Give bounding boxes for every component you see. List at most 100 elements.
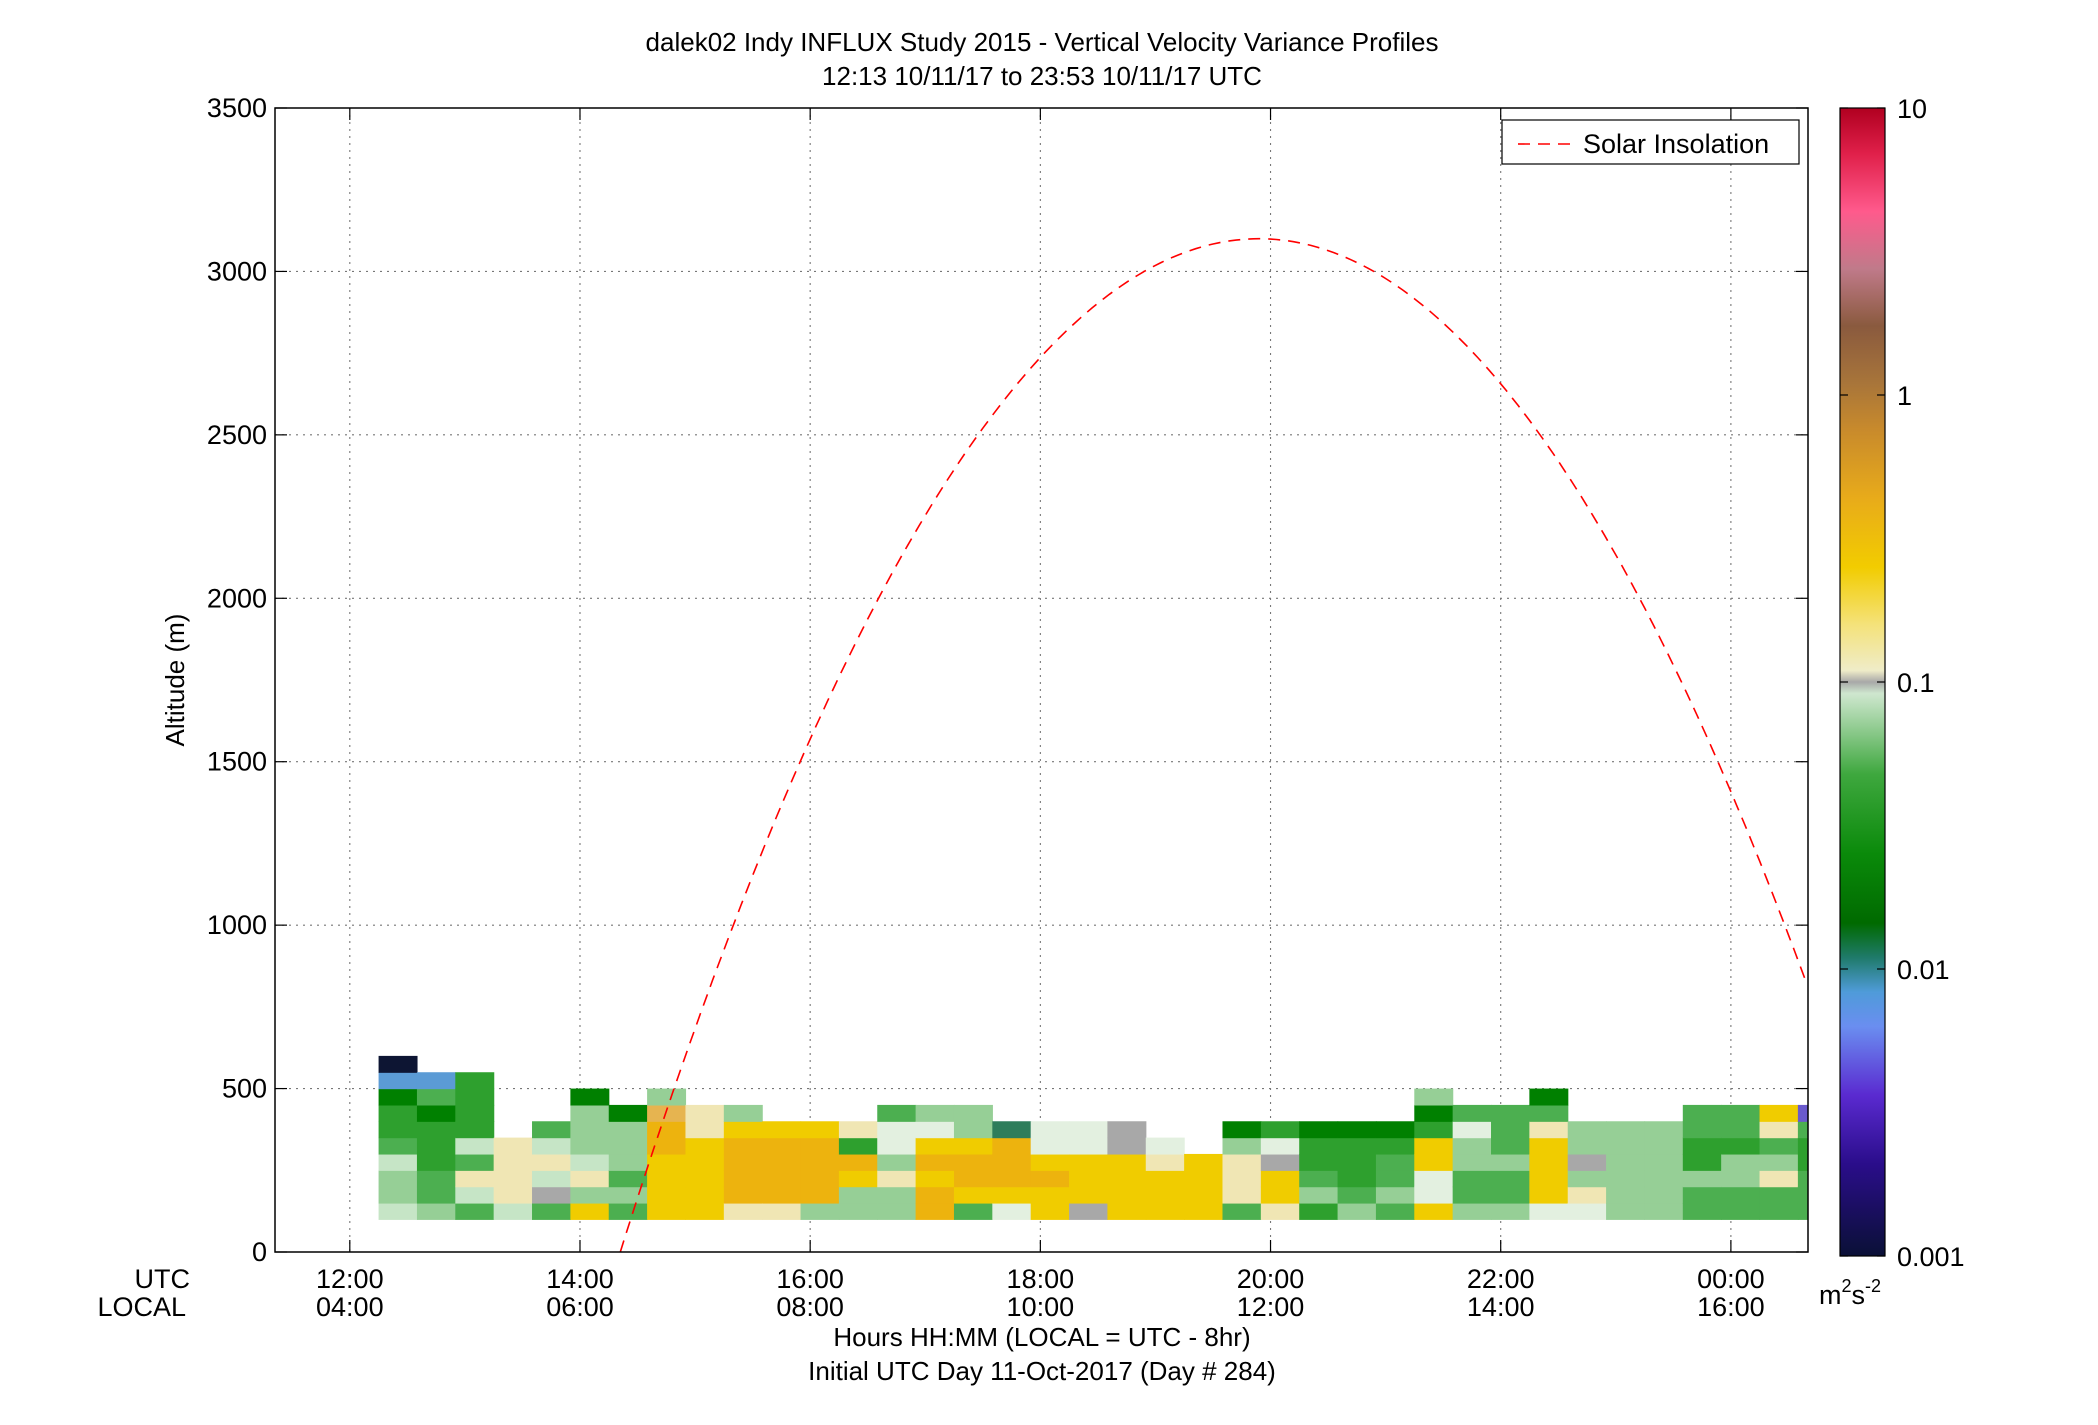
x-tick-label-local: 06:00 [546,1292,614,1322]
heatmap-cell [1107,1153,1147,1171]
heatmap-cell [416,1121,456,1139]
heatmap-cell [416,1137,456,1155]
heatmap-cell [493,1186,533,1204]
heatmap-cell [1644,1170,1684,1188]
grid-lines [275,107,1808,1253]
heatmap-cell [1529,1104,1569,1122]
heatmap-cell [953,1104,993,1122]
heatmap-cell [1682,1137,1722,1155]
heatmap-cell [1337,1121,1377,1139]
heatmap-cell [1299,1170,1339,1188]
heatmap-cell [1797,1186,1808,1204]
heatmap-cell [1069,1121,1109,1139]
heatmap-cell [1606,1202,1646,1220]
heatmap-cell [1299,1137,1339,1155]
y-tick-label: 500 [222,1074,267,1104]
heatmap-cell [378,1137,418,1155]
heatmap-cell [800,1170,840,1188]
heatmap-cell [685,1137,725,1155]
heatmap-cell [378,1104,418,1122]
heatmap-cell [1529,1186,1569,1204]
heatmap-cell [1759,1202,1799,1220]
heatmap-cell [570,1186,610,1204]
heatmap-cell [532,1137,571,1155]
heatmap-cell [647,1137,687,1155]
heatmap-cell [1491,1137,1530,1155]
heatmap-cell [416,1202,456,1220]
heatmap-cell [1682,1170,1722,1188]
colorbar-unit: m2s-2 [1819,1276,1881,1310]
heatmap-cell [1260,1121,1300,1139]
heatmap-cell [1222,1137,1262,1155]
heatmap-cell [953,1153,993,1171]
heatmap-cell [1337,1137,1377,1155]
x-tick-label-local: 16:00 [1697,1292,1765,1322]
heatmap-cell [1682,1202,1722,1220]
heatmap-cell [416,1104,456,1122]
heatmap-cell [1414,1137,1454,1155]
heatmap-cell [915,1137,955,1155]
heatmap-cell [1222,1153,1262,1171]
heatmap-cell [838,1121,878,1139]
heatmap-cell [762,1137,802,1155]
heatmap-cell [455,1153,495,1171]
heatmap-cell [800,1121,840,1139]
heatmap-cell [1759,1170,1799,1188]
heatmap-cell [1184,1202,1224,1220]
heatmap-cell [1759,1137,1799,1155]
heatmap-cell [1414,1104,1454,1122]
heatmap-cell [1491,1104,1530,1122]
heatmap-cell [1721,1137,1761,1155]
heatmap-cell [800,1153,840,1171]
heatmap-cell [1491,1186,1530,1204]
heatmap-cell [915,1202,955,1220]
heatmap-cell [570,1121,610,1139]
heatmap-cell [1567,1186,1607,1204]
heatmap-cell [1529,1153,1569,1171]
heatmap-cell [1529,1137,1569,1155]
heatmap-cell [1452,1202,1492,1220]
heatmap-cell [416,1072,456,1090]
heatmap-cell [1069,1153,1109,1171]
heatmap-cell [378,1170,418,1188]
heatmap-cell [1414,1153,1454,1171]
legend-label: Solar Insolation [1583,129,1769,159]
colorbar-tick-label: 1 [1897,381,1912,411]
x-tick-label-local: 12:00 [1237,1292,1305,1322]
heatmap-cell [1759,1121,1799,1139]
heatmap-cell [455,1137,495,1155]
heatmap-cell [1375,1153,1415,1171]
heatmap-cell [1567,1121,1607,1139]
heatmap-cell [1682,1153,1722,1171]
x-tick-label-utc: 12:00 [316,1264,384,1294]
heatmap-cell [1260,1202,1300,1220]
heatmap-cell [723,1121,763,1139]
colorbar-unit-exp2: -2 [1865,1276,1881,1296]
heatmap-cell [953,1170,993,1188]
plot-frame [274,107,1809,1253]
heatmap-cell [532,1121,571,1139]
heatmap-cell [532,1153,571,1171]
heatmap-cell [1644,1186,1684,1204]
heatmap-cell [1222,1121,1262,1139]
heatmap-cell [992,1170,1032,1188]
heatmap-cell [723,1186,763,1204]
x-tick-label-utc: 18:00 [1007,1264,1075,1294]
heatmap-cell [1797,1202,1808,1220]
heatmap-cell [1721,1170,1761,1188]
heatmap-cell [1759,1104,1799,1122]
heatmap-cell [493,1153,533,1171]
heatmap-cell [1222,1186,1262,1204]
heatmap-cell [1337,1170,1377,1188]
heatmap-cell [762,1121,802,1139]
heatmap-cell [877,1137,917,1155]
heatmap-cell [685,1104,725,1122]
heatmap-cell [877,1202,917,1220]
heatmap-cell [838,1202,878,1220]
heatmap-cell [1644,1121,1684,1139]
heatmap-cell [1337,1186,1377,1204]
heatmap-cell [647,1202,687,1220]
heatmap-cell [877,1121,917,1139]
heatmap-cell [1797,1153,1808,1171]
heatmap-cell [608,1137,648,1155]
